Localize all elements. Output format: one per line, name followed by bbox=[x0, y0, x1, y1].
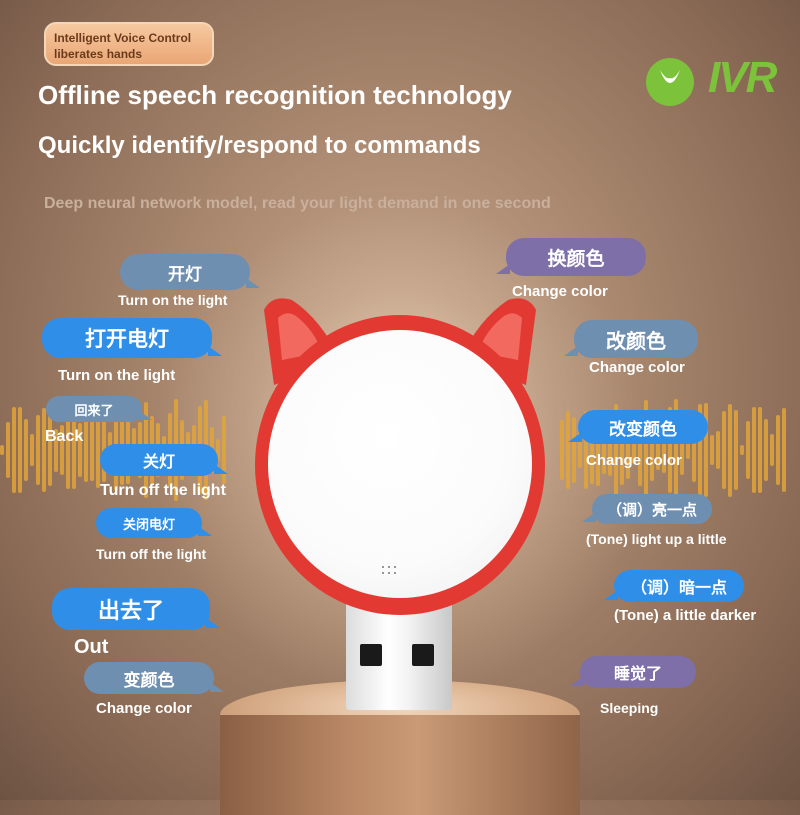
sound-wave-bar bbox=[54, 428, 58, 472]
sound-wave-bar bbox=[620, 415, 624, 485]
sound-wave-bar bbox=[638, 414, 642, 486]
sound-wave-bar bbox=[722, 410, 726, 490]
command-caption: Turn off the light bbox=[100, 482, 226, 499]
sound-wave-bar bbox=[24, 418, 28, 482]
sound-wave-bar bbox=[216, 439, 220, 462]
sound-wave-bar bbox=[740, 444, 744, 456]
command-bubble: 改变颜色 bbox=[568, 410, 708, 444]
sound-wave-bar bbox=[752, 407, 756, 493]
feature-badge: Intelligent Voice Control liberates hand… bbox=[44, 22, 214, 66]
headline: Offline speech recognition technology bbox=[38, 80, 512, 110]
command-bubble: 改颜色 bbox=[564, 320, 698, 358]
command-bubble: 换颜色 bbox=[496, 238, 646, 276]
sound-wave-bar bbox=[746, 421, 750, 479]
sound-wave-bar bbox=[36, 414, 40, 486]
sound-wave-bar bbox=[776, 414, 780, 486]
sound-wave-right bbox=[560, 380, 790, 520]
sound-wave-bar bbox=[614, 403, 618, 497]
brand-logo-text: IVR bbox=[708, 53, 777, 102]
sound-wave-bar bbox=[680, 425, 684, 475]
sound-wave-bar bbox=[12, 407, 16, 493]
sound-wave-bar bbox=[584, 410, 588, 490]
sound-wave-bar bbox=[84, 418, 88, 482]
sound-wave-bar bbox=[222, 416, 226, 484]
command-caption: Change color bbox=[96, 700, 192, 717]
command-bubble: 开灯 bbox=[120, 254, 260, 290]
command-caption: Back bbox=[45, 428, 84, 445]
sound-wave-bar bbox=[764, 419, 768, 481]
subheadline: Quickly identify/respond to commands bbox=[38, 132, 481, 159]
sound-wave-bar bbox=[692, 417, 696, 483]
usb-contact-right bbox=[412, 644, 434, 666]
command-bubble: 变颜色 bbox=[84, 662, 224, 694]
sound-wave-bar bbox=[78, 423, 82, 477]
command-caption: Out bbox=[74, 636, 109, 658]
sound-wave-bar bbox=[632, 436, 636, 464]
command-caption: Change color bbox=[512, 283, 608, 300]
sound-wave-bar bbox=[758, 407, 762, 493]
sound-wave-bar bbox=[698, 403, 702, 497]
sound-wave-bar bbox=[596, 414, 600, 486]
command-bubble: 出去了 bbox=[52, 588, 220, 630]
sound-wave-bar bbox=[572, 416, 576, 484]
sound-wave-bar bbox=[90, 418, 94, 482]
command-bubble: 关闭电灯 bbox=[96, 508, 212, 538]
sound-wave-bar bbox=[42, 407, 46, 493]
sound-wave-bar bbox=[674, 399, 678, 501]
sound-wave-bar bbox=[96, 411, 100, 489]
sound-wave-bar bbox=[60, 425, 64, 475]
lamp-light-face bbox=[268, 330, 532, 598]
tagline: Deep neural network model, read your lig… bbox=[44, 195, 551, 212]
brand-logo bbox=[646, 58, 694, 106]
sound-wave-bar bbox=[662, 427, 666, 473]
sound-wave-bar bbox=[770, 434, 774, 466]
sound-wave-bar bbox=[566, 411, 570, 489]
sound-wave-bar bbox=[66, 411, 70, 489]
sound-wave-bar bbox=[650, 418, 654, 482]
sound-wave-bar bbox=[602, 425, 606, 475]
sound-wave-bar bbox=[782, 407, 786, 493]
sound-wave-bar bbox=[686, 440, 690, 460]
sound-wave-bar bbox=[48, 414, 52, 486]
command-caption: Turn on the light bbox=[118, 292, 228, 308]
command-caption: Turn on the light bbox=[58, 367, 176, 384]
command-caption: (Tone) a little darker bbox=[614, 607, 757, 624]
command-bubble: 打开电灯 bbox=[42, 318, 222, 358]
command-caption: (Tone) light up a little bbox=[586, 531, 727, 547]
sound-wave-bar bbox=[626, 421, 630, 479]
sound-wave-bar bbox=[704, 403, 708, 498]
sound-wave-bar bbox=[6, 421, 10, 479]
sound-wave-bar bbox=[30, 434, 34, 466]
sound-wave-bar bbox=[734, 409, 738, 491]
usb-contact-left bbox=[360, 644, 382, 666]
sound-wave-bar bbox=[608, 423, 612, 477]
command-bubble: （调）暗一点 bbox=[604, 570, 744, 602]
sound-wave-bar bbox=[560, 419, 564, 481]
command-bubble: 回来了 bbox=[46, 396, 152, 422]
sound-wave-bar bbox=[0, 445, 4, 455]
sound-wave-bar bbox=[668, 407, 672, 493]
command-caption: Sleeping bbox=[600, 700, 659, 716]
pedestal-body bbox=[220, 715, 580, 815]
sound-wave-bar bbox=[656, 430, 660, 470]
sound-wave-bar bbox=[710, 434, 714, 466]
usb-plug bbox=[346, 600, 452, 710]
command-bubble: 关灯 bbox=[100, 444, 228, 476]
command-bubble: 睡觉了 bbox=[570, 656, 696, 688]
command-caption: Change color bbox=[589, 359, 685, 376]
sound-wave-bar bbox=[716, 430, 720, 470]
sound-wave-bar bbox=[644, 399, 648, 501]
command-caption: Change color bbox=[586, 452, 682, 469]
sound-wave-bar bbox=[728, 403, 732, 497]
sound-wave-bar bbox=[578, 431, 582, 469]
sound-wave-bar bbox=[590, 415, 594, 485]
sound-wave-bar bbox=[18, 407, 22, 493]
sound-wave-bar bbox=[72, 411, 76, 489]
command-caption: Turn off the light bbox=[96, 546, 207, 562]
microphone-icon bbox=[382, 566, 398, 578]
command-bubble: （调）亮一点 bbox=[582, 494, 712, 524]
